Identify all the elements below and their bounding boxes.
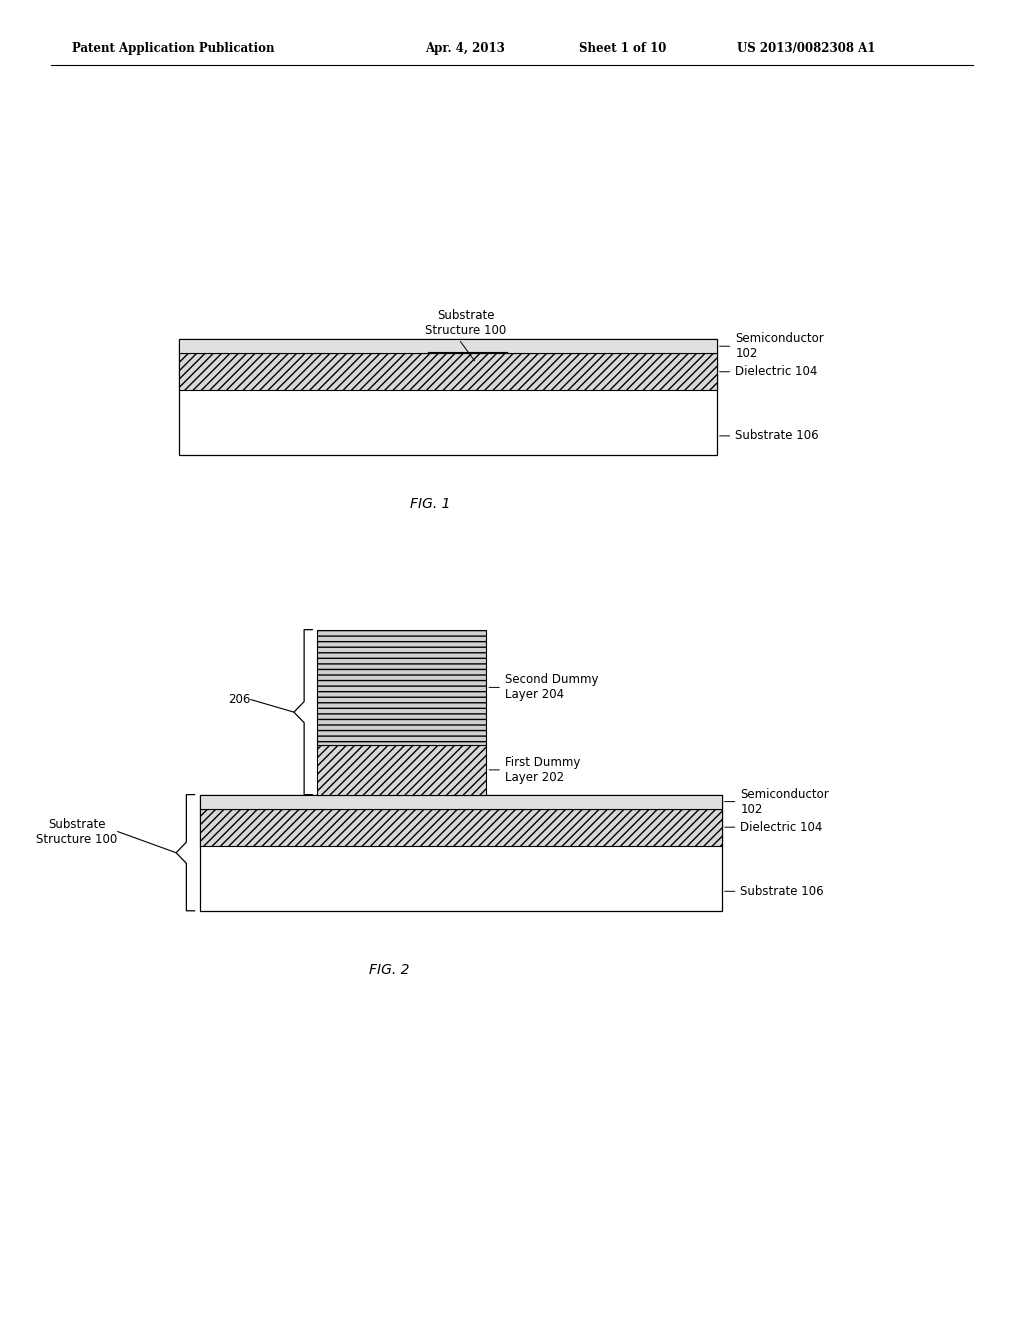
Bar <box>179 339 717 455</box>
Bar <box>317 744 486 795</box>
Text: Semiconductor
102: Semiconductor 102 <box>725 788 829 816</box>
Bar <box>200 795 722 809</box>
Bar <box>179 339 717 354</box>
Text: 206: 206 <box>228 693 251 706</box>
Bar <box>200 809 722 846</box>
Text: Apr. 4, 2013: Apr. 4, 2013 <box>425 42 505 55</box>
Text: Patent Application Publication: Patent Application Publication <box>72 42 274 55</box>
Text: Substrate 106: Substrate 106 <box>720 429 819 442</box>
Text: FIG. 2: FIG. 2 <box>369 964 410 977</box>
Text: Semiconductor
102: Semiconductor 102 <box>720 333 824 360</box>
Bar <box>200 795 722 911</box>
Text: Dielectric 104: Dielectric 104 <box>725 821 822 834</box>
Text: Substrate
Structure 100: Substrate Structure 100 <box>36 817 118 846</box>
Text: FIG. 1: FIG. 1 <box>410 498 451 511</box>
Text: Sheet 1 of 10: Sheet 1 of 10 <box>579 42 666 55</box>
Bar <box>179 354 717 391</box>
Text: Substrate 106: Substrate 106 <box>725 884 824 898</box>
Bar <box>317 630 486 744</box>
Text: Dielectric 104: Dielectric 104 <box>720 366 817 379</box>
Text: Second Dummy
Layer 204: Second Dummy Layer 204 <box>489 673 598 701</box>
Text: Substrate
Structure 100: Substrate Structure 100 <box>425 309 507 338</box>
Text: US 2013/0082308 A1: US 2013/0082308 A1 <box>737 42 876 55</box>
Text: First Dummy
Layer 202: First Dummy Layer 202 <box>489 756 581 784</box>
